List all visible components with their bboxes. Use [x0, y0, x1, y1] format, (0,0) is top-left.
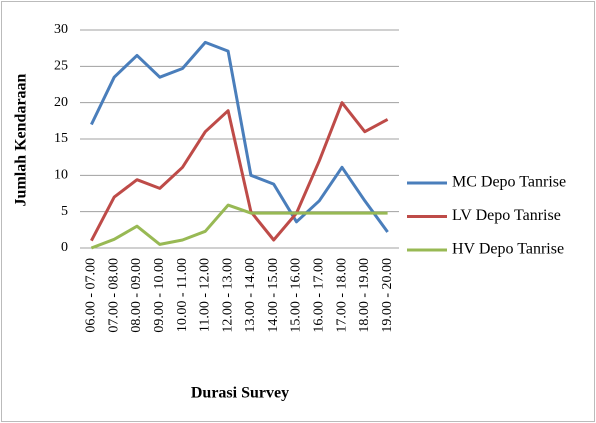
x-tick-label: 10.00 - 11.00	[175, 258, 190, 332]
x-tick-label: 09.00 - 10.00	[152, 258, 167, 333]
y-tick-label: 0	[61, 240, 68, 255]
x-tick-label: 18.00 - 19.00	[357, 258, 372, 333]
legend-label: MC Depo Tanrise	[452, 174, 566, 191]
legend-label: HV Depo Tanrise	[452, 241, 564, 258]
x-tick-label: 16.00 - 17.00	[311, 258, 326, 333]
x-tick-label: 15.00 - 16.00	[289, 258, 304, 333]
x-tick-label: 14.00 - 15.00	[266, 258, 281, 333]
series-line	[90, 40, 389, 233]
x-tick-label: 07.00 - 08.00	[106, 258, 121, 333]
legend-label: LV Depo Tanrise	[452, 207, 561, 224]
y-tick-label: 5	[61, 204, 68, 219]
x-tick-label: 17.00 - 18.00	[334, 258, 349, 333]
x-axis-title: Durasi Survey	[191, 385, 289, 402]
x-tick-label: 19.00 - 20.00	[380, 258, 395, 333]
y-tick-label: 20	[54, 95, 68, 110]
y-axis-title: Jumlah Kendaraan	[13, 73, 30, 206]
series-line	[90, 101, 389, 242]
y-tick-label: 15	[54, 131, 68, 146]
x-tick-label: 12.00 - 13.00	[220, 258, 235, 333]
y-tick-label: 10	[54, 168, 68, 183]
series-line	[90, 203, 388, 250]
x-tick-label: 08.00 - 09.00	[129, 258, 144, 333]
y-tick-label: 30	[54, 22, 68, 37]
x-tick-label: 06.00 - 07.00	[84, 258, 99, 333]
x-tick-label: 11.00 - 12.00	[198, 258, 213, 332]
y-tick-label: 25	[54, 59, 68, 74]
x-tick-label: 13.00 - 14.00	[243, 258, 258, 333]
